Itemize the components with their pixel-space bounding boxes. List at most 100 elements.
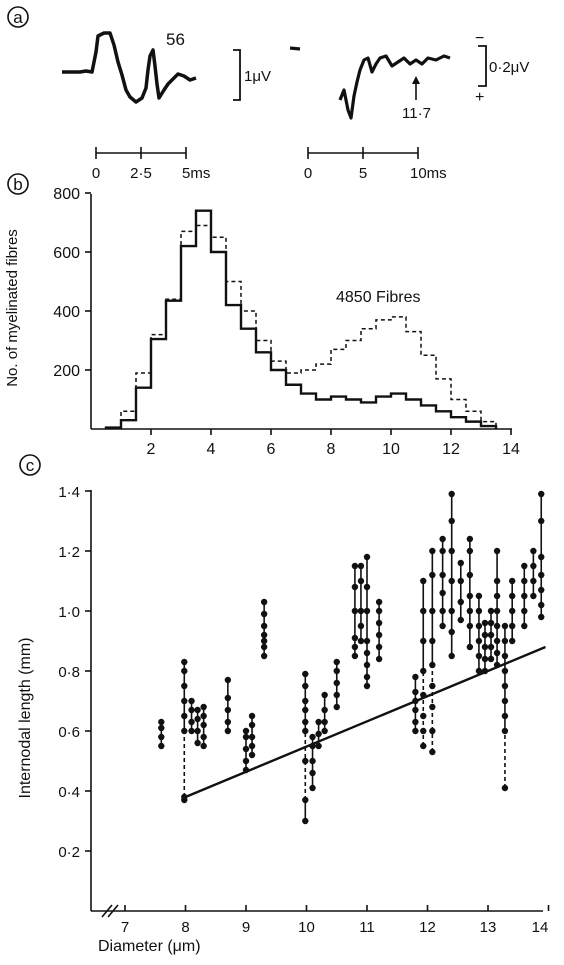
panel-b-label: b: [13, 175, 22, 194]
data-point: [466, 592, 474, 600]
data-point: [248, 721, 256, 729]
data-point: [475, 622, 483, 630]
data-point: [260, 652, 268, 660]
data-point: [321, 727, 328, 735]
data-point: [357, 607, 365, 615]
fibre-group: [466, 535, 474, 651]
data-point: [429, 703, 436, 711]
data-point: [521, 592, 528, 600]
data-point: [501, 697, 509, 705]
scatter-y-tick-label: 0·6: [58, 724, 80, 741]
data-point: [194, 706, 201, 714]
data-point: [260, 598, 268, 606]
histogram-x-tick-label: 12: [442, 441, 460, 458]
data-point: [309, 733, 316, 741]
data-point: [242, 757, 250, 765]
data-point: [309, 757, 316, 765]
data-point: [309, 784, 316, 792]
data-point: [363, 649, 371, 657]
fibre-group: [538, 490, 545, 621]
data-point: [181, 697, 188, 705]
scatter-x-ticks: 7 8 9 10 11 12 13 14: [121, 905, 550, 936]
fibre-group: [357, 562, 365, 645]
data-point: [375, 619, 383, 627]
trace-2-polarity-minus: −: [475, 30, 484, 47]
data-point: [315, 730, 322, 738]
data-point: [466, 622, 474, 630]
data-point: [375, 598, 383, 606]
data-point: [493, 649, 501, 657]
trace-2-tick-label: 10ms: [410, 165, 447, 182]
histogram-x-tick-label: 14: [502, 441, 520, 458]
data-point: [521, 622, 528, 630]
data-point: [194, 727, 201, 735]
histogram-series: [104, 209, 498, 429]
data-point: [448, 628, 455, 636]
data-point: [242, 733, 250, 741]
data-point: [448, 517, 455, 525]
data-point: [475, 607, 483, 615]
data-point: [420, 742, 427, 750]
data-point: [412, 673, 419, 681]
trace-2-polarity-plus: +: [475, 89, 484, 106]
scatter-y-axis-label: Internodal length (mm): [17, 638, 34, 799]
data-point: [224, 676, 232, 684]
histogram-x-tick-label: 6: [267, 441, 276, 458]
fibre-group: [493, 547, 501, 669]
data-point: [420, 577, 427, 585]
data-point: [509, 592, 516, 600]
data-point: [475, 652, 483, 660]
data-point: [429, 547, 436, 555]
data-point: [429, 682, 436, 690]
histogram-y-axis-label: No. of myelinated fibres: [4, 229, 21, 387]
data-point: [375, 655, 383, 663]
data-point: [501, 667, 509, 675]
data-point: [439, 535, 446, 543]
axis-break-mark: [107, 904, 119, 918]
data-point: [493, 637, 501, 645]
histogram-y-tick-label: 600: [53, 245, 80, 262]
data-point: [429, 727, 436, 735]
data-point: [200, 733, 207, 741]
data-point: [521, 577, 528, 585]
data-point: [538, 613, 545, 621]
fibre-group: [521, 562, 528, 630]
data-point: [351, 583, 359, 591]
fibre-group: [181, 658, 188, 804]
trace-1-tick-label: 5ms: [182, 165, 210, 182]
data-point: [309, 769, 316, 777]
data-point: [493, 592, 501, 600]
data-point: [248, 712, 256, 720]
histogram-x-ticks: 2 4 6 8 10 12 14: [147, 429, 520, 458]
data-point: [493, 607, 501, 615]
data-point: [302, 727, 309, 735]
fibre-group: [248, 712, 256, 759]
data-point: [302, 697, 309, 705]
scatter-x-tick-label: 13: [480, 919, 497, 936]
data-point: [363, 583, 371, 591]
data-point: [466, 535, 474, 543]
data-point: [188, 697, 195, 705]
data-point: [412, 688, 419, 696]
data-point: [509, 607, 516, 615]
fibre-group: [158, 718, 165, 750]
scatter-y-tick-label: 0·8: [58, 664, 80, 681]
data-point: [351, 634, 359, 642]
data-point: [315, 742, 322, 750]
data-point: [412, 727, 419, 735]
histogram-fibre-count-label: 4850 Fibres: [336, 289, 421, 306]
trace-1-scale-bar: [233, 49, 241, 101]
fibre-group: [487, 607, 495, 663]
data-point: [457, 598, 464, 606]
data-point: [158, 742, 165, 750]
panel-a-label-circle: [7, 6, 29, 28]
data-point: [200, 721, 207, 729]
fibre-group: [448, 490, 455, 660]
data-point: [333, 658, 340, 666]
scatter-x-tick-label: 14: [532, 919, 549, 936]
data-point: [351, 562, 359, 570]
histogram-y-ticks: 200 400 600 800: [53, 186, 91, 380]
data-point: [538, 553, 545, 561]
fibre-group: [315, 718, 322, 750]
data-point: [481, 619, 489, 627]
